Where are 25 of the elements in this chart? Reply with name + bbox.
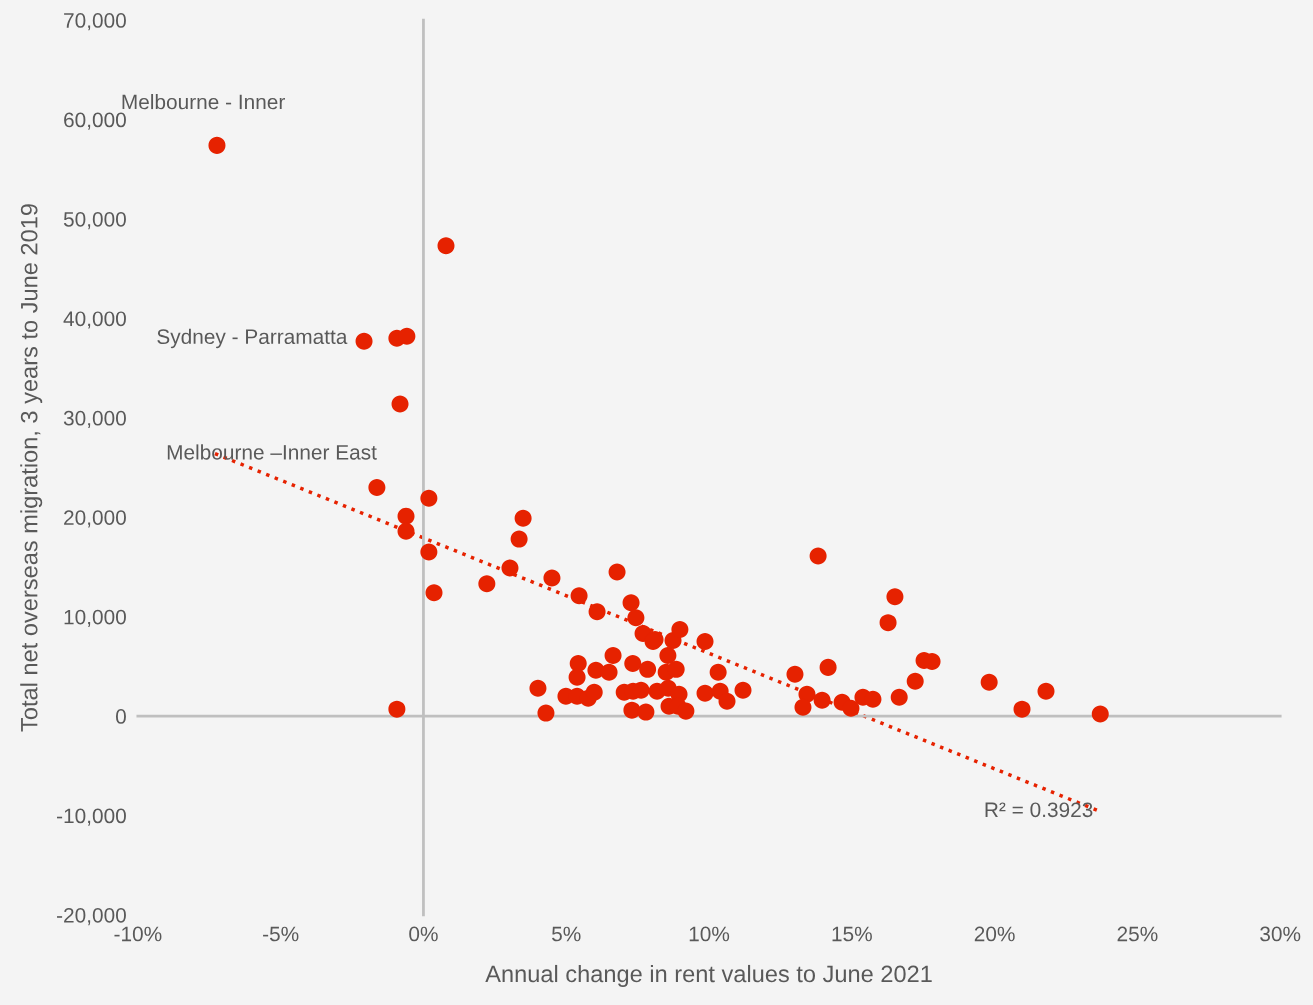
annotation: Melbourne - Inner: [122, 94, 285, 110]
x-tick-label: -5%: [263, 926, 299, 942]
x-axis-title: Annual change in rent values to June 2021: [485, 964, 932, 987]
x-tick-label: 10%: [689, 926, 730, 942]
y-tick-label: 20,000: [64, 510, 126, 528]
annotation: R² = 0.3923: [985, 802, 1093, 818]
annotation: Sydney - Parramatta: [157, 328, 348, 349]
x-tick-label: 20%: [974, 926, 1015, 942]
y-axis-title: Total net overseas migration, 3 years to June 2019: [20, 204, 43, 732]
x-tick-label: 30%: [1260, 926, 1301, 942]
x-tick-label: 25%: [1117, 926, 1158, 942]
y-tick-label: -20,000: [57, 907, 126, 926]
y-tick-label: 70,000: [64, 13, 126, 31]
x-tick-label: -10%: [114, 926, 162, 942]
y-tick-label: 10,000: [64, 609, 126, 627]
y-tick-label: 50,000: [63, 211, 126, 230]
y-tick-label: 0: [115, 709, 126, 724]
y-tick-label: 30,000: [63, 410, 126, 429]
y-tick-label: -10,000: [57, 808, 126, 826]
y-tick-label: 60,000: [64, 112, 126, 130]
y-tick-label: 40,000: [63, 311, 126, 329]
x-tick-label: 0%: [409, 926, 438, 942]
annotation: Melbourne –Inner East: [167, 444, 377, 460]
x-tick-label: 15%: [832, 926, 872, 942]
x-tick-label: 5%: [552, 926, 581, 942]
